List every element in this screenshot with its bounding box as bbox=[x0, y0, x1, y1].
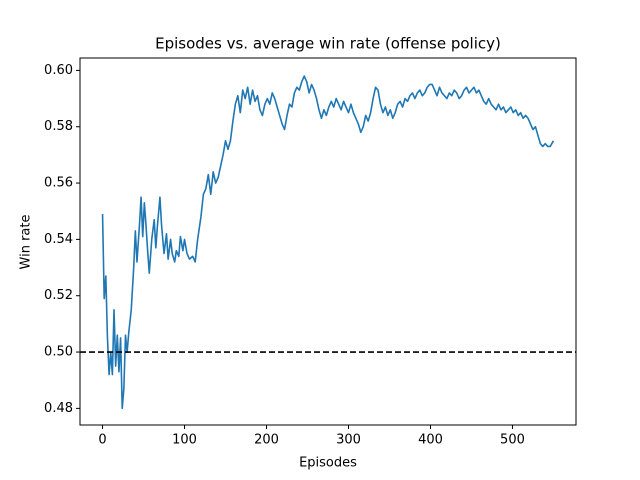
plot-frame bbox=[79, 57, 577, 426]
chart-title: Episodes vs. average win rate (offense p… bbox=[155, 35, 501, 53]
x-tick-label: 200 bbox=[254, 433, 279, 448]
x-axis-label: Episodes bbox=[299, 456, 357, 471]
x-tick-label: 500 bbox=[500, 433, 525, 448]
y-tick-label: 0.48 bbox=[44, 401, 73, 416]
y-tick-label: 0.58 bbox=[44, 119, 73, 134]
x-tick-label: 0 bbox=[98, 433, 106, 448]
y-tick-label: 0.56 bbox=[44, 176, 73, 191]
y-axis-label: Win rate bbox=[19, 215, 34, 270]
y-tick-label: 0.52 bbox=[44, 288, 73, 303]
y-tick-label: 0.60 bbox=[44, 63, 73, 78]
x-tick-label: 100 bbox=[172, 433, 197, 448]
y-tick-label: 0.50 bbox=[44, 345, 73, 360]
x-tick-label: 300 bbox=[336, 433, 361, 448]
x-tick-label: 400 bbox=[418, 433, 443, 448]
data-line bbox=[101, 75, 555, 410]
y-tick-label: 0.54 bbox=[44, 232, 73, 247]
